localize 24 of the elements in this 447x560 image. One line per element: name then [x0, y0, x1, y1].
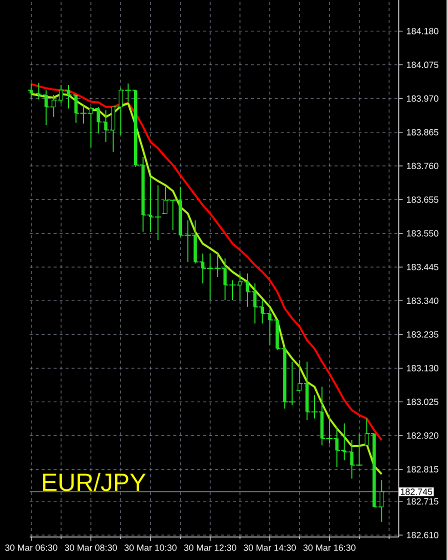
y-tick-label: 183.340	[407, 298, 438, 304]
x-tick-label: 30 Mar 14:30	[244, 544, 296, 551]
x-tick-label: 30 Mar 12:30	[184, 544, 236, 551]
y-tick-label: 183.970	[407, 95, 438, 102]
y-tick-label: 183.655	[407, 196, 438, 203]
y-tick-label: 183.760	[407, 162, 438, 170]
x-tick-label: 30 Mar 16:30	[303, 544, 356, 551]
y-tick-label: 183.550	[407, 230, 438, 237]
x-tick-label: 30 Mar 08:30	[64, 544, 118, 551]
y-tick-label: 184.075	[407, 62, 438, 68]
y-tick-label: 183.130	[407, 364, 438, 372]
y-tick-label: 183.025	[407, 398, 438, 406]
y-tick-label: 182.610	[407, 532, 438, 538]
y-tick-label: 182.815	[407, 466, 438, 472]
y-tick-label: 183.445	[407, 264, 438, 270]
y-tick-label: 184.180	[407, 28, 438, 34]
x-tick-label: 30 Mar 06:30	[5, 544, 58, 551]
y-tick-label: 182.920	[407, 432, 438, 439]
text: EUR/JPY	[43, 472, 146, 492]
y-tick-label: 182.715	[407, 498, 438, 505]
ref-line-label: 182.745	[400, 488, 432, 495]
y-tick-label: 183.235	[407, 331, 438, 338]
x-tick-label: 30 Mar 10:30	[124, 544, 177, 551]
y-tick-label: 183.865	[407, 129, 438, 136]
